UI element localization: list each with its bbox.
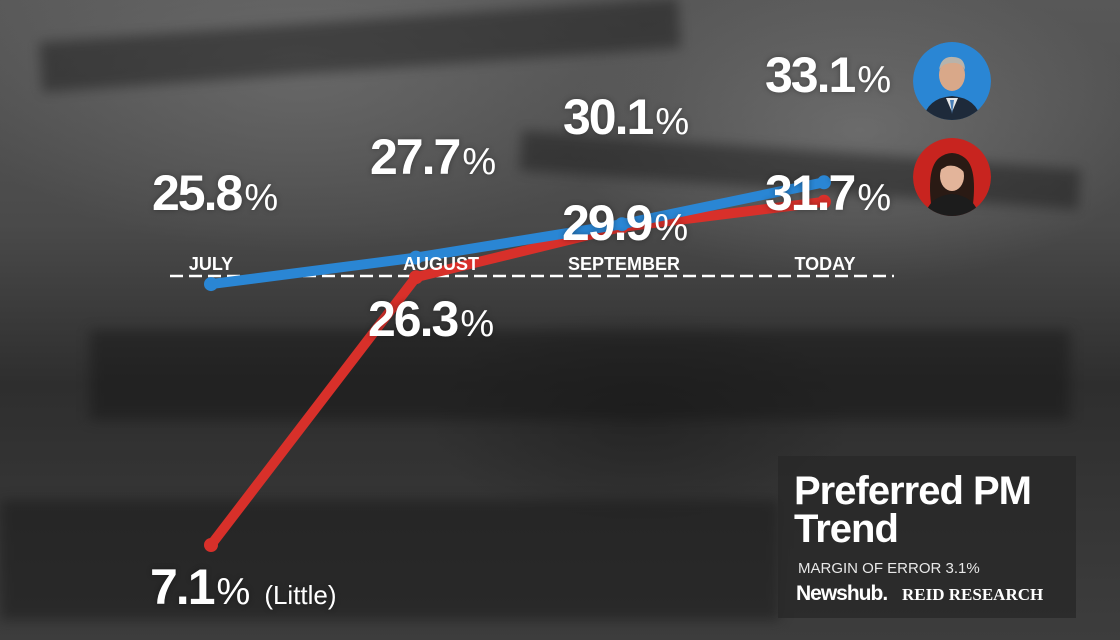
data-label-red: 31.7%: [765, 168, 891, 218]
person-portrait-icon: [913, 42, 991, 120]
percent-sign: %: [655, 101, 690, 143]
data-label-red: 29.9%: [562, 198, 688, 248]
series-line-red: [206, 196, 829, 550]
data-label-blue: 25.8%: [152, 168, 278, 218]
data-label-value: 27.7: [370, 129, 461, 185]
data-label-value: 25.8: [152, 165, 243, 221]
series-line-blue: [206, 177, 829, 290]
data-label-value: 7.1: [150, 559, 216, 615]
reid-research-logo: REID RESEARCH: [902, 585, 1044, 604]
percent-sign: %: [654, 207, 689, 249]
data-label-blue: 27.7%: [370, 132, 496, 182]
data-label-value: 30.1: [563, 89, 654, 145]
data-point: [817, 175, 831, 190]
percent-sign: %: [460, 303, 495, 345]
data-point: [409, 250, 423, 265]
newshub-logo: Newshub.: [796, 582, 888, 605]
chart-title: Preferred PM Trend: [794, 469, 1074, 551]
avatar-blue-leader: [913, 42, 991, 120]
data-point: [204, 277, 218, 292]
data-point: [817, 194, 831, 209]
percent-sign: %: [462, 141, 497, 183]
chart-title-line2: Trend: [794, 507, 899, 551]
chart-title-box: Preferred PM Trend MARGIN OF ERROR 3.1% …: [778, 456, 1076, 618]
annotation-little: (Little): [264, 580, 337, 610]
percent-sign: %: [857, 177, 892, 219]
data-label-value: 33.1: [765, 47, 856, 103]
data-point: [615, 217, 629, 232]
x-tick-label: SEPTEMBER: [567, 254, 681, 274]
data-label-value: 26.3: [368, 291, 459, 347]
data-label-red: 7.1% (Little): [150, 562, 337, 612]
percent-sign: %: [244, 177, 279, 219]
chart-title-line1: Preferred PM: [794, 469, 1032, 513]
x-tick-label: JULY: [188, 254, 234, 274]
data-label-value: 31.7: [765, 165, 856, 221]
avatar-red-leader: [913, 138, 991, 216]
data-label-blue: 33.1%: [765, 50, 891, 100]
data-point: [204, 538, 218, 552]
data-point: [409, 270, 423, 285]
data-label-red: 26.3%: [368, 294, 494, 344]
chart-subtitle: MARGIN OF ERROR 3.1%: [798, 560, 980, 577]
data-label-value: 29.9: [562, 195, 653, 251]
percent-sign: %: [216, 571, 251, 613]
data-label-blue: 30.1%: [563, 92, 689, 142]
x-tick-label: AUGUST: [403, 254, 479, 274]
percent-sign: %: [857, 59, 892, 101]
person-portrait-icon: [913, 138, 991, 216]
x-tick-label: TODAY: [794, 254, 856, 274]
